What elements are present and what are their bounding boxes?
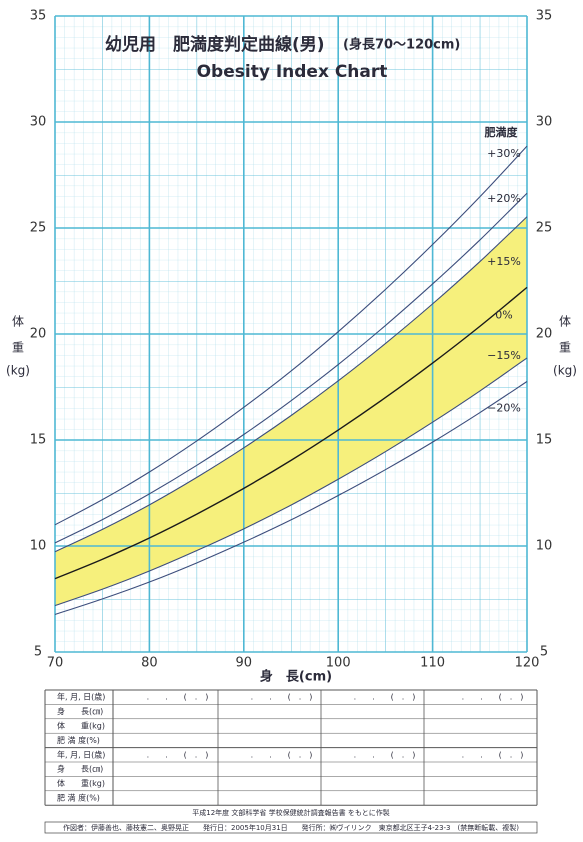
y-tick-label: 10: [30, 539, 47, 554]
y-tick-label: 15: [536, 433, 553, 448]
series-label: +15%: [487, 255, 521, 268]
series-line: [54, 381, 528, 615]
series-label: 0%: [495, 308, 512, 321]
series-line: [54, 145, 528, 526]
y-tick-label: 35: [536, 9, 553, 24]
y-axis-label: 体: [559, 315, 571, 329]
row-label: 体 重(kg): [57, 721, 105, 731]
series-label: −20%: [487, 401, 521, 414]
y-tick-label: 15: [30, 433, 47, 448]
row-label: 年, 月, 日(歳): [57, 692, 105, 702]
x-tick-label: 70: [47, 656, 64, 671]
row-label: 年, 月, 日(歳): [57, 749, 105, 759]
series-line: [54, 357, 528, 607]
series-label: +30%: [487, 147, 521, 160]
y-tick-label: 35: [30, 9, 47, 24]
y-tick-label: 5: [34, 645, 42, 660]
series-label: −15%: [487, 349, 521, 362]
date-cell: . . ( . ): [147, 750, 209, 759]
series-line: [54, 192, 528, 544]
date-cell: . . ( . ): [462, 750, 524, 759]
y-tick-label: 5: [540, 645, 548, 660]
date-cell: . . ( . ): [354, 693, 416, 702]
date-cell: . . ( . ): [462, 693, 524, 702]
legend-title: 肥満度: [485, 125, 519, 139]
date-cell: . . ( . ): [251, 693, 313, 702]
row-label: 肥 満 度(%): [57, 793, 100, 803]
x-tick-label: 110: [420, 656, 445, 671]
date-cell: . . ( . ): [147, 693, 209, 702]
title-note: (身長70〜120cm): [343, 37, 460, 53]
series-line: [54, 216, 528, 553]
y-axis-label: (kg): [553, 364, 577, 378]
y-axis-label: 重: [12, 341, 24, 355]
row-label: 身 長(㎝): [57, 764, 103, 774]
y-tick-label: 25: [536, 221, 553, 236]
y-tick-label: 20: [30, 327, 47, 342]
y-tick-label: 30: [536, 115, 553, 130]
y-axis-label: 重: [559, 341, 571, 355]
y-axis-label: (kg): [6, 364, 30, 378]
x-tick-label: 80: [141, 656, 158, 671]
y-tick-label: 30: [30, 115, 47, 130]
date-cell: . . ( . ): [251, 750, 313, 759]
row-label: 体 重(kg): [57, 778, 105, 788]
series-label: +20%: [487, 192, 521, 205]
chart-title: 幼児用 肥満度判定曲線(男): [105, 34, 325, 55]
x-tick-label: 120: [515, 656, 540, 671]
row-label: 肥 満 度(%): [57, 735, 100, 745]
x-tick-label: 90: [236, 656, 253, 671]
source-note: 平成12年度 文部科学省 学校保健統計調査報告書 をもとに作製: [192, 808, 389, 817]
x-tick-label: 100: [326, 656, 351, 671]
y-tick-label: 10: [536, 539, 553, 554]
y-tick-label: 20: [536, 327, 553, 342]
chart-subtitle: Obesity Index Chart: [197, 62, 388, 82]
date-cell: . . ( . ): [354, 750, 416, 759]
y-axis-label: 体: [12, 315, 24, 329]
normal-band: [55, 216, 527, 606]
x-axis-label: 身 長(cm): [260, 669, 332, 685]
credits-box: [44, 821, 538, 834]
series-line: [54, 286, 528, 580]
y-tick-label: 25: [30, 221, 47, 236]
credits: 作図者：伊藤善也、藤枝憲二、奥野晃正 発行日：2005年10月31日 発行所：㈱…: [63, 823, 519, 832]
row-label: 身 長(㎝): [57, 706, 103, 716]
